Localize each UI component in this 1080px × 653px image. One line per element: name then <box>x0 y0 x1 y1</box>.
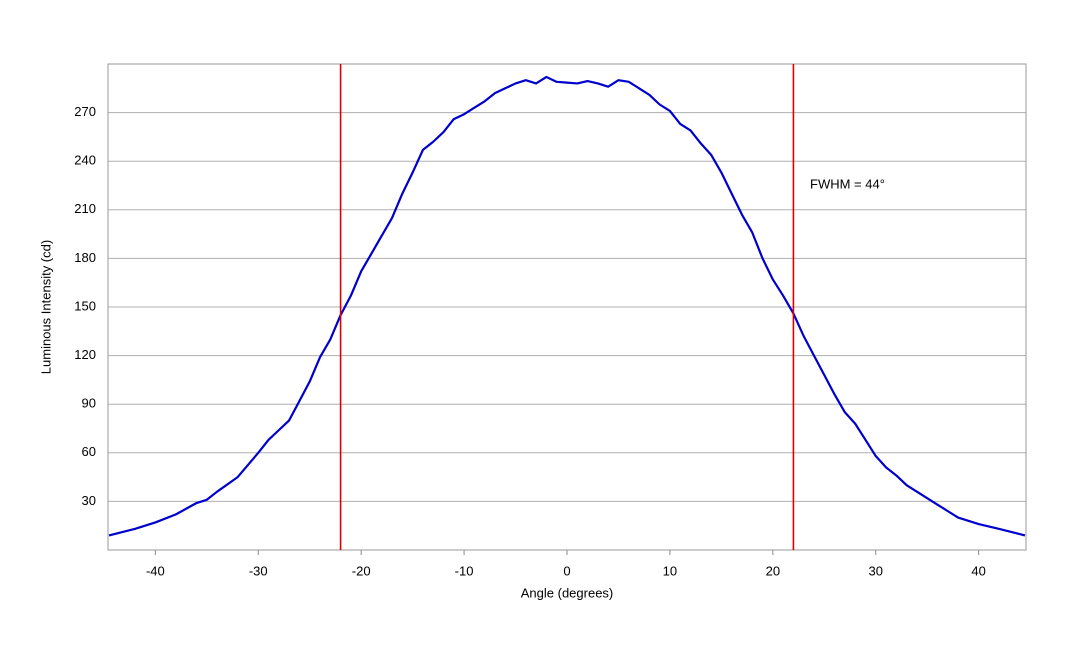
x-tick-label: -40 <box>146 563 165 578</box>
y-tick-label: 30 <box>82 493 96 508</box>
y-tick-label: 180 <box>74 250 96 265</box>
y-tick-label: 210 <box>74 201 96 216</box>
x-tick-label: -10 <box>455 563 474 578</box>
data-line <box>108 75 1026 537</box>
plot-frame <box>107 63 1027 551</box>
x-tick-label: 30 <box>869 563 883 578</box>
y-tick-label: 120 <box>74 347 96 362</box>
y-tick-label: 90 <box>82 396 96 411</box>
x-tick-label: 10 <box>663 563 677 578</box>
x-tick-label: -20 <box>352 563 371 578</box>
x-tick-label: 40 <box>971 563 985 578</box>
annotation: FWHM = 44° <box>810 176 885 191</box>
y-tick-label: 270 <box>74 104 96 119</box>
x-tick-label: -30 <box>249 563 268 578</box>
x-tick-label: 20 <box>766 563 780 578</box>
y-tick-label: 60 <box>82 444 96 459</box>
y-tick-label: 240 <box>74 153 96 168</box>
y-axis-label: Luminous Intensity (cd) <box>38 240 53 374</box>
x-tick-label: 0 <box>563 563 570 578</box>
x-axis-label: Angle (degrees) <box>521 585 614 600</box>
y-tick-label: 150 <box>74 298 96 313</box>
